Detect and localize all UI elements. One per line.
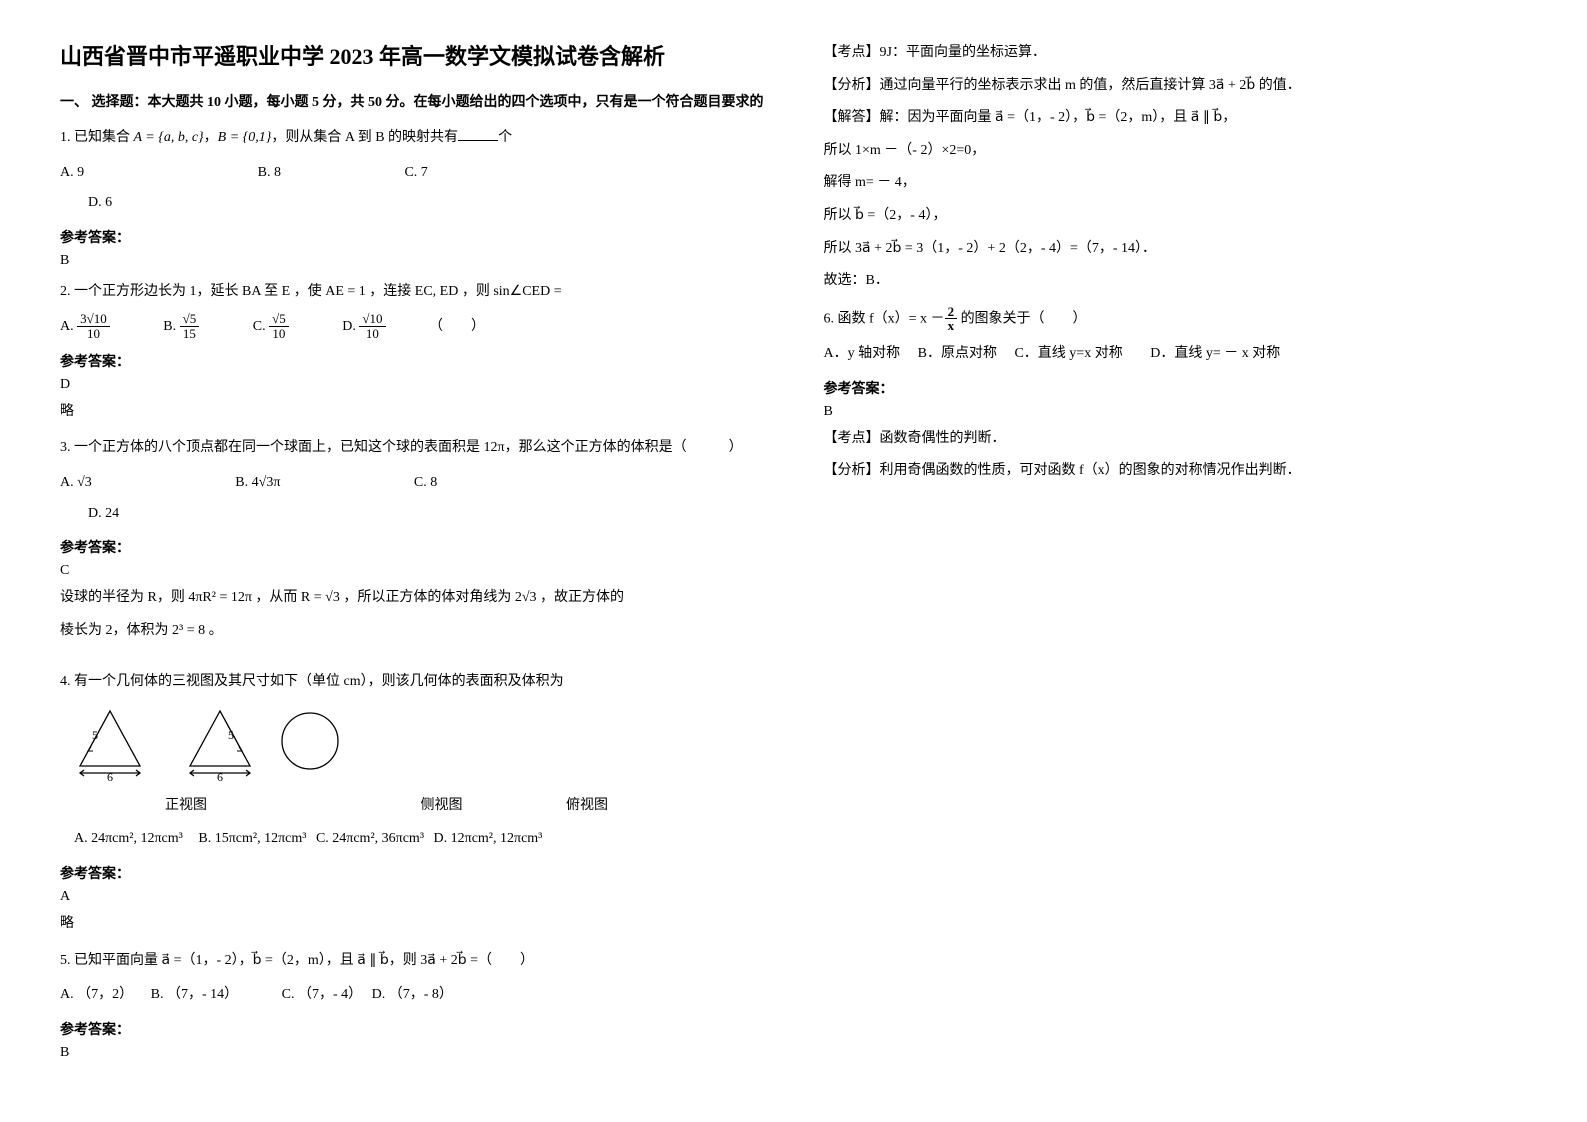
q5-jd5: 所以 3a⃗ + 2b⃗ = 3（1，- 2）+ 2（2，- 4）=（7，- 1…	[824, 236, 1528, 263]
q2-options: A. 3√1010 B. √515 C. √510 D. √1010 （ ）	[60, 312, 764, 343]
q5-optB: B. （7，- 14）	[151, 980, 239, 1011]
q6-answer: B	[824, 404, 1528, 420]
q6-answer-label: 参考答案：	[824, 378, 1528, 398]
q4-optD: D. 12πcm², 12πcm³	[434, 824, 543, 855]
view-front-label: 正视图	[165, 794, 207, 814]
q3-optC: C. 8	[414, 468, 437, 499]
q1-answer-label: 参考答案：	[60, 227, 764, 247]
q2-optB: B. √515	[163, 312, 199, 343]
q1-optD: D. 6	[88, 188, 112, 219]
q5-answer: B	[60, 1045, 764, 1061]
view-side-label: 侧视图	[421, 794, 463, 814]
q3-optA: A. √3	[60, 468, 92, 499]
section1-heading: 一、 选择题：本大题共 10 小题，每小题 5 分，共 50 分。在每小题给出的…	[60, 91, 764, 111]
q5-optC: C. （7，- 4）	[282, 980, 363, 1011]
q1-text-a: 1. 已知集合	[60, 130, 134, 145]
q1-text-c: 个	[498, 130, 512, 145]
q2-optB-pre: B.	[163, 319, 179, 334]
q6-optB: B．原点对称	[918, 339, 997, 370]
q2-optD-den: 10	[359, 327, 385, 341]
q3-optD: D. 24	[88, 499, 119, 530]
q5-jd3: 解得 m= － 4，	[824, 170, 1528, 197]
q5-kd: 【考点】9J：平面向量的坐标运算．	[824, 40, 1528, 67]
q3-answer: C	[60, 563, 764, 579]
q2-answer-label: 参考答案：	[60, 351, 764, 371]
q5-fx: 【分析】通过向量平行的坐标表示求出 m 的值，然后直接计算 3a⃗ + 2b⃗ …	[824, 73, 1528, 100]
q2-optA: A. 3√1010	[60, 312, 110, 343]
q3-optB: B. 4√3π	[235, 468, 280, 499]
q5-optA: A. （7，2）	[60, 980, 133, 1011]
q5-jd1: 【解答】解：因为平面向量 a⃗ =（1，- 2），b⃗ =（2，m），且 a⃗ …	[824, 105, 1528, 132]
q2-optD: D. √1010	[342, 312, 385, 343]
q2-paren: （ ）	[429, 319, 485, 334]
q4-optB: B. 15πcm², 12πcm³	[198, 824, 306, 855]
q1-stem: 1. 已知集合 A = {a, b, c}，B = {0,1}，则从集合 A 到…	[60, 125, 764, 152]
view-labels: 正视图 侧视图 俯视图	[60, 794, 764, 814]
q6-frac-den: x	[945, 319, 958, 333]
q5-jd4: 所以 b⃗ =（2，- 4），	[824, 203, 1528, 230]
q6-stem-a: 6. 函数 f（x）= x －	[824, 311, 945, 326]
q2-answer: D	[60, 377, 764, 393]
q6-optA: A．y 轴对称	[824, 339, 901, 370]
q3-stem: 3. 一个正方体的八个顶点都在同一个球面上，已知这个球的表面积是 12π，那么这…	[60, 435, 764, 462]
q2-optC: C. √510	[253, 312, 289, 343]
q1-optA: A. 9	[60, 158, 84, 189]
q4-optC: C. 24πcm², 36πcm³	[316, 824, 424, 855]
q2-optC-num: √5	[269, 312, 289, 327]
q3-answer-label: 参考答案：	[60, 537, 764, 557]
q6-stem-b: 的图象关于（ ）	[957, 311, 1087, 326]
q2-optA-den: 10	[77, 327, 110, 341]
q2-optA-num: 3√10	[77, 312, 110, 327]
q3-options: A. √3 B. 4√3π C. 8 D. 24	[60, 468, 764, 530]
q2-optB-den: 15	[180, 327, 200, 341]
q5-jd2: 所以 1×m －（- 2）×2=0，	[824, 138, 1528, 165]
q6-stem: 6. 函数 f（x）= x －2x 的图象关于（ ）	[824, 305, 1528, 333]
tri2-base: 6	[217, 770, 223, 781]
q4-stem: 4. 有一个几何体的三视图及其尺寸如下（单位 cm），则该几何体的表面积及体积为	[60, 669, 764, 696]
q4-options: A. 24πcm², 12πcm³ B. 15πcm², 12πcm³ C. 2…	[74, 824, 764, 855]
q5-stem: 5. 已知平面向量 a⃗ =（1，- 2），b⃗ =（2，m），且 a⃗ ∥ b…	[60, 948, 764, 975]
q2-stem: 2. 一个正方形边长为 1，延长 BA 至 E ，使 AE = 1 ，连接 EC…	[60, 279, 764, 306]
tri1-base: 6	[107, 770, 113, 781]
q1-setB: B = {0,1}	[218, 130, 272, 145]
q2-note: 略	[60, 399, 764, 426]
q1-blank	[458, 126, 498, 141]
q2-optD-pre: D.	[342, 319, 359, 334]
q5-optD: D. （7，- 8）	[372, 980, 453, 1011]
q6-fx: 【分析】利用奇偶函数的性质，可对函数 f（x）的图象的对称情况作出判断．	[824, 458, 1528, 485]
q5-jd6: 故选：B．	[824, 268, 1528, 295]
q1-optC: C. 7	[404, 158, 427, 189]
q4-note: 略	[60, 911, 764, 938]
doc-title: 山西省晋中市平遥职业中学 2023 年高一数学文模拟试卷含解析	[60, 40, 764, 73]
q1-setA: A = {a, b, c}	[134, 130, 204, 145]
q1-comma: ，	[204, 130, 218, 145]
three-view-figure: 5 6 5 6	[60, 701, 764, 786]
q2-optC-den: 10	[269, 327, 289, 341]
q3-expl-a: 设球的半径为 R，则 4πR² = 12π ，从而 R = √3 ，所以正方体的…	[60, 585, 764, 612]
q6-optC: C．直线 y=x 对称	[1014, 339, 1122, 370]
q2-optB-num: √5	[180, 312, 200, 327]
q4-answer-label: 参考答案：	[60, 863, 764, 883]
q1-text-b: ，则从集合 A 到 B 的映射共有	[271, 130, 458, 145]
q4-answer: A	[60, 889, 764, 905]
q6-frac-num: 2	[945, 305, 958, 320]
q5-options: A. （7，2） B. （7，- 14） C. （7，- 4） D. （7，- …	[60, 980, 764, 1011]
view-top-label: 俯视图	[566, 794, 608, 814]
q6-kd: 【考点】函数奇偶性的判断．	[824, 426, 1528, 453]
q1-options: A. 9 B. 8 C. 7 D. 6	[60, 158, 764, 220]
q4-optA: A. 24πcm², 12πcm³	[74, 824, 183, 855]
q2-optD-num: √10	[359, 312, 385, 327]
q2-optA-pre: A.	[60, 319, 77, 334]
q1-answer: B	[60, 253, 764, 269]
q5-answer-label: 参考答案：	[60, 1019, 764, 1039]
q2-optC-pre: C.	[253, 319, 269, 334]
q3-expl-b: 棱长为 2，体积为 2³ = 8 。	[60, 618, 764, 645]
q6-optD: D．直线 y= － x 对称	[1150, 339, 1280, 370]
q6-options: A．y 轴对称 B．原点对称 C．直线 y=x 对称 D．直线 y= － x 对…	[824, 339, 1528, 370]
q1-optB: B. 8	[258, 158, 281, 189]
